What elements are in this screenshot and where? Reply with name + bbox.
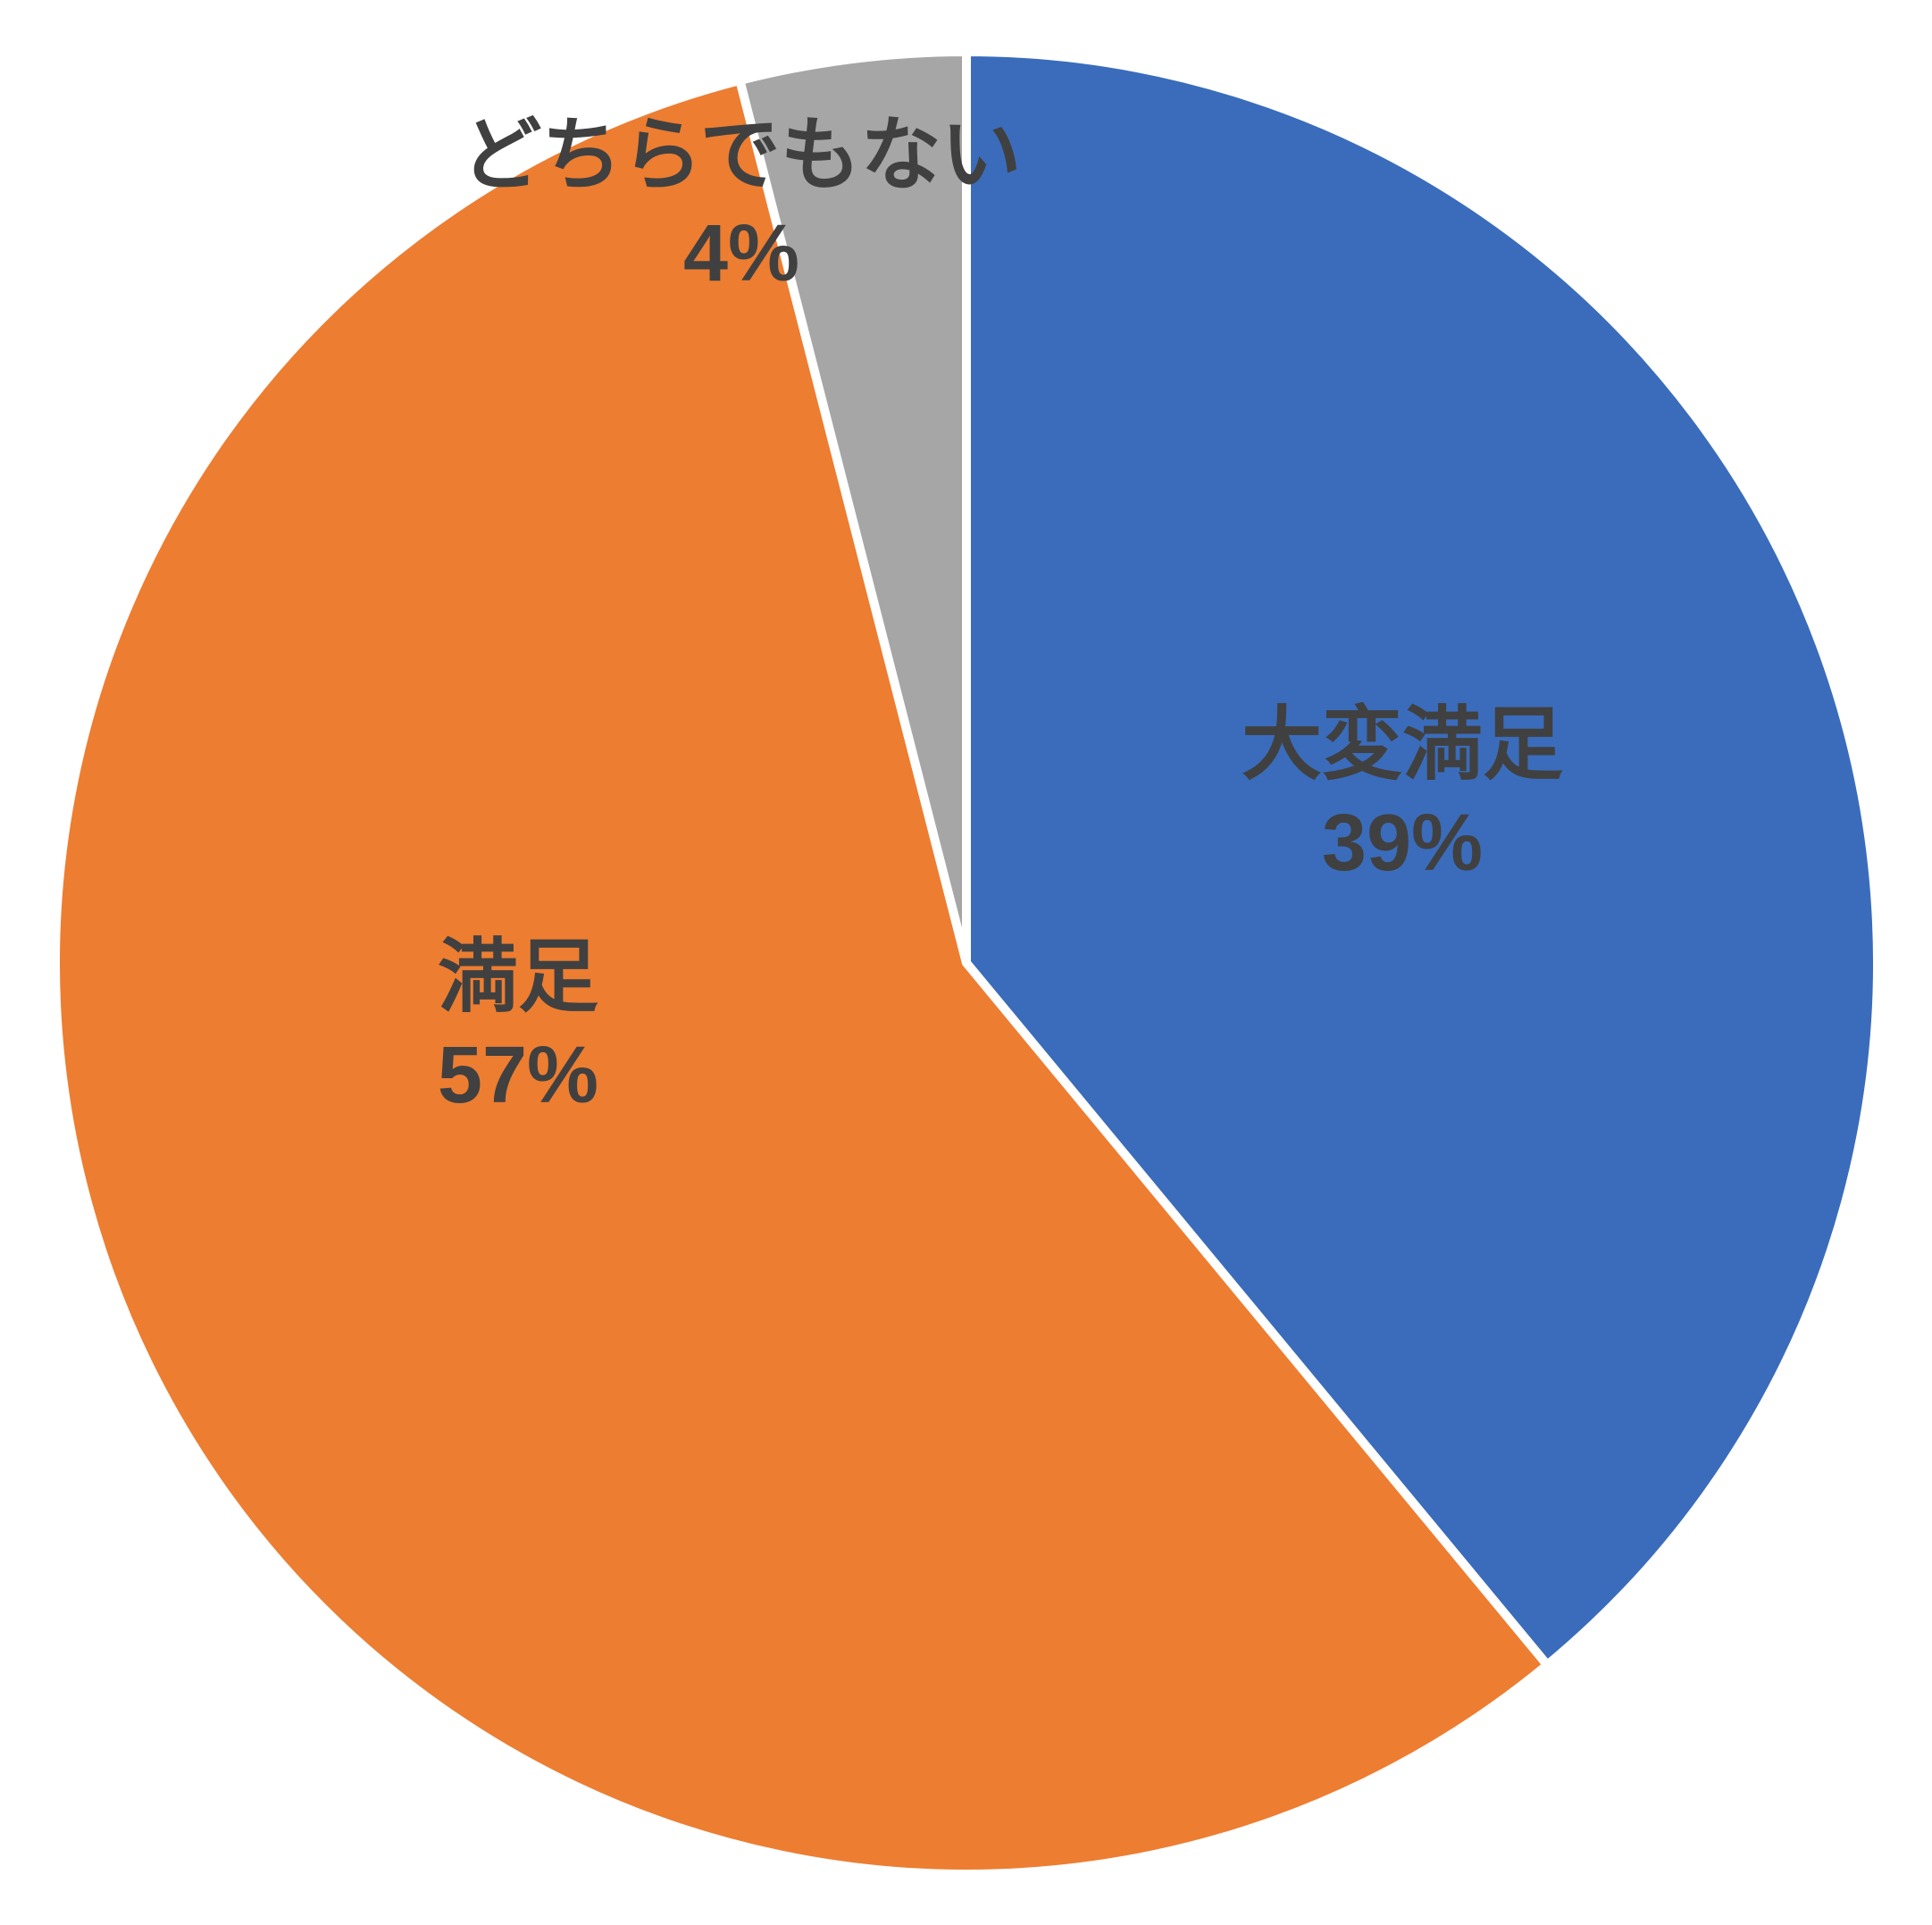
pie-label-neither-percent: 4% [683, 209, 799, 298]
pie-chart-container: 大変満足 39% 満足 57% どちらでもない 4% [0, 0, 1932, 1925]
pie-label-very-satisfied-percent: 39% [1322, 799, 1483, 888]
pie-label-satisfied-percent: 57% [438, 1031, 598, 1120]
pie-label-satisfied-text: 満足 [438, 933, 598, 1022]
pie-slices [55, 52, 1878, 1874]
pie-label-neither-text: どちらでもない [461, 111, 1021, 200]
pie-label-very-satisfied-text: 大変満足 [1242, 700, 1563, 790]
pie-chart: 大変満足 39% 満足 57% どちらでもない 4% [0, 0, 1932, 1925]
